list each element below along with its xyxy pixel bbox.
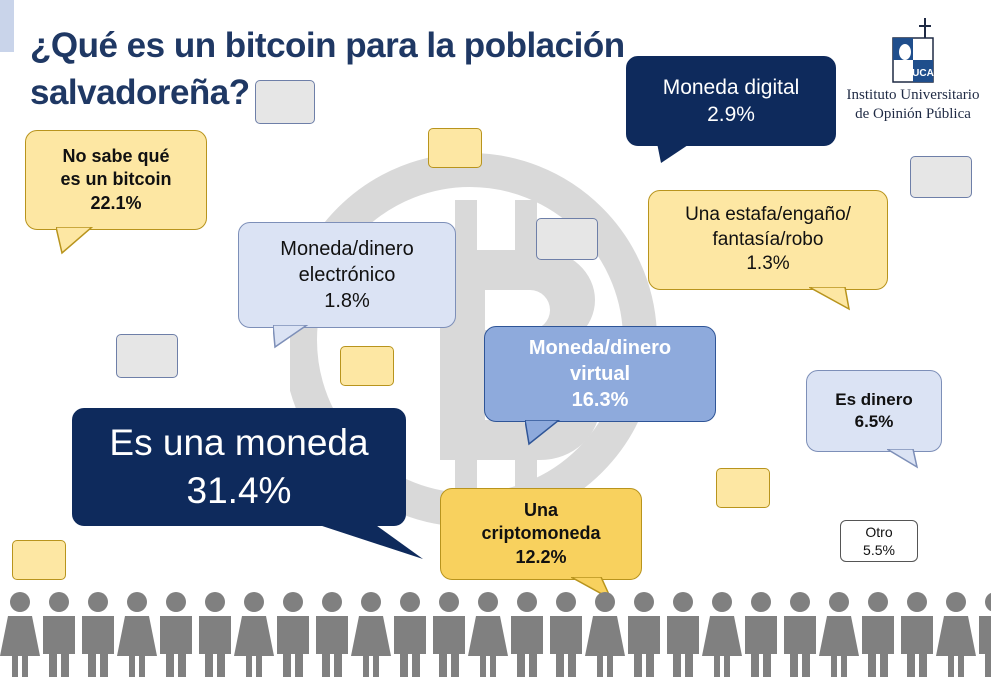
- person-icon: [433, 592, 465, 677]
- person-icon: [702, 592, 742, 677]
- person-icon: [234, 592, 274, 677]
- person-icon: [117, 592, 157, 677]
- person-icon: [277, 592, 309, 677]
- uca-logo-icon: UCA: [892, 18, 934, 83]
- page-title: ¿Qué es un bitcoin para la población salv…: [30, 26, 625, 112]
- person-icon: [316, 592, 348, 677]
- bubble-moneda-digital: Moneda digital 2.9%: [626, 56, 836, 163]
- person-icon: [862, 592, 894, 677]
- empty-speech-bubble-icon: [12, 540, 66, 580]
- iudop-logo: UCA Instituto Universitario de Opinión Pú…: [838, 18, 988, 124]
- person-icon: [43, 592, 75, 677]
- empty-speech-bubble-icon: [116, 334, 178, 378]
- bubble-es-dinero: Es dinero 6.5%: [806, 370, 942, 469]
- person-icon: [199, 592, 231, 677]
- svg-text:UCA: UCA: [912, 68, 934, 79]
- person-icon: [585, 592, 625, 677]
- population-figures: [0, 592, 991, 677]
- person-icon: [979, 592, 991, 677]
- person-icon: [0, 592, 40, 677]
- bubble-no-sabe: No sabe qué es un bitcoin 22.1%: [25, 130, 207, 255]
- person-icon: [550, 592, 582, 677]
- person-icon: [160, 592, 192, 677]
- person-icon: [628, 592, 660, 677]
- accent-bar: [0, 0, 14, 52]
- person-icon: [82, 592, 114, 677]
- person-icon: [468, 592, 508, 677]
- person-icon: [745, 592, 777, 677]
- person-icon: [784, 592, 816, 677]
- person-icon: [351, 592, 391, 677]
- bubble-es-una-moneda: Es una moneda 31.4%: [72, 408, 423, 559]
- person-icon: [394, 592, 426, 677]
- empty-speech-bubble-icon: [428, 128, 482, 168]
- empty-speech-bubble-icon: [255, 80, 315, 124]
- person-icon: [901, 592, 933, 677]
- person-icon: [819, 592, 859, 677]
- person-icon: [667, 592, 699, 677]
- bubble-otro: Otro 5.5%: [840, 520, 918, 562]
- empty-speech-bubble-icon: [910, 156, 972, 198]
- bubble-moneda-electronica: Moneda/dinero electrónico 1.8%: [238, 222, 456, 349]
- bubble-estafa: Una estafa/engaño/fantasía/robo 1.3%: [648, 190, 888, 311]
- bubble-moneda-virtual: Moneda/dinero virtual 16.3%: [484, 326, 716, 446]
- empty-speech-bubble-icon: [536, 218, 598, 260]
- person-icon: [511, 592, 543, 677]
- empty-speech-bubble-icon: [716, 468, 770, 508]
- person-icon: [936, 592, 976, 677]
- empty-speech-bubble-icon: [340, 346, 394, 386]
- bubble-criptomoneda: Una criptomoneda 12.2%: [440, 488, 642, 601]
